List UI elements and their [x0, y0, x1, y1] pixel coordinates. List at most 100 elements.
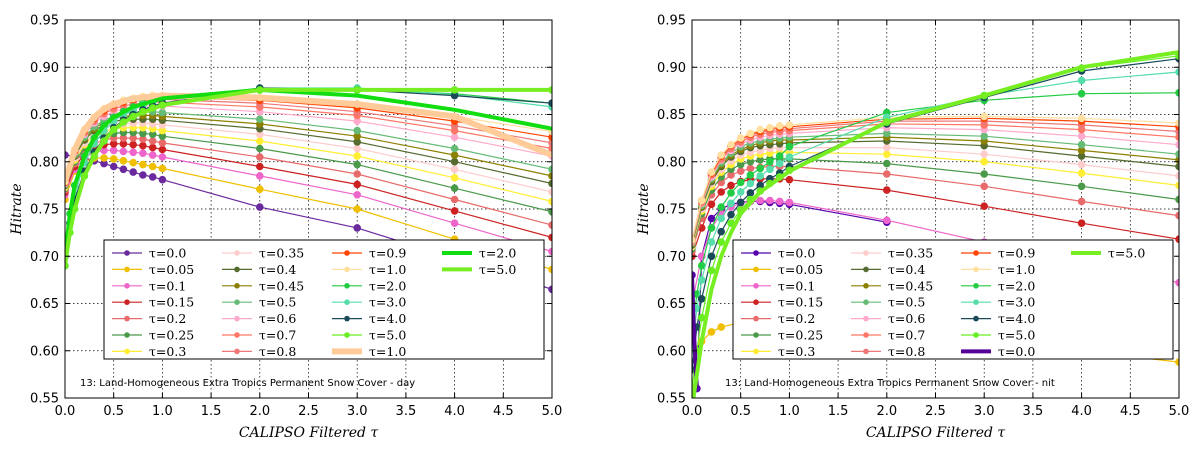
- legend-label: τ=3.0: [998, 295, 1035, 310]
- data-point: [756, 196, 765, 205]
- y-tick-label: 0.95: [657, 14, 686, 29]
- data-point: [148, 143, 157, 152]
- data-point: [980, 170, 989, 178]
- legend-label: τ=0.0: [998, 344, 1035, 359]
- data-point: [717, 227, 726, 236]
- legend-marker: [973, 250, 979, 256]
- data-point: [1077, 132, 1086, 140]
- legend-label: τ=0.4: [259, 262, 296, 277]
- data-point: [148, 173, 157, 181]
- legend-marker: [753, 299, 759, 306]
- legend-label: τ=5.0: [479, 262, 516, 277]
- legend-entry: τ=0.25: [112, 328, 194, 343]
- legend-label: τ=5.0: [369, 328, 406, 343]
- x-tick-label: 5.0: [542, 404, 563, 419]
- data-point: [158, 164, 167, 173]
- data-point: [736, 188, 745, 196]
- legend-marker: [753, 266, 759, 273]
- data-point: [1077, 182, 1086, 191]
- legend-marker: [344, 315, 350, 322]
- x-axis-title: CALIPSO Filtered τ: [866, 425, 1006, 441]
- data-point: [746, 171, 755, 179]
- data-point: [353, 160, 362, 169]
- x-tick-label: 4.5: [493, 404, 514, 419]
- legend-label: τ=1.0: [369, 344, 406, 359]
- data-point: [548, 133, 552, 141]
- data-point: [727, 189, 735, 197]
- data-point: [775, 159, 784, 168]
- data-point: [548, 197, 552, 206]
- data-point: [256, 115, 264, 123]
- data-point: [707, 328, 716, 336]
- legend-label: τ=0.7: [888, 328, 925, 343]
- data-point: [746, 164, 755, 173]
- legend-label: τ=3.0: [369, 295, 406, 310]
- legend-entry: τ=5.0: [442, 262, 516, 277]
- legend-entry: τ=0.05: [112, 262, 194, 277]
- legend-marker: [124, 299, 130, 306]
- data-point: [727, 181, 735, 190]
- data-point: [450, 219, 459, 227]
- data-point: [129, 140, 137, 149]
- data-point: [256, 185, 264, 193]
- data-point: [158, 145, 167, 154]
- data-point: [256, 137, 264, 145]
- data-point: [785, 175, 794, 184]
- data-point: [450, 144, 459, 153]
- data-point: [1077, 160, 1086, 169]
- legend-marker: [234, 332, 240, 338]
- data-point: [883, 216, 891, 225]
- legend-marker: [863, 315, 869, 322]
- legend-entry: τ=0.45: [222, 278, 304, 293]
- legend-label: τ=0.7: [259, 328, 296, 343]
- chart-annotation: 13: Land-Homogeneous Extra Tropics Perma…: [725, 378, 1055, 389]
- legend-marker: [973, 299, 979, 306]
- data-point: [548, 179, 552, 188]
- data-point: [707, 168, 716, 176]
- x-tick-label: 4.0: [444, 404, 465, 419]
- x-tick-label: 4.0: [1071, 404, 1092, 419]
- legend-marker: [973, 266, 979, 273]
- legend-entry: τ=0.8: [851, 344, 925, 359]
- legend-label: τ=0.25: [778, 328, 823, 343]
- legend-entry: τ=5.0: [961, 328, 1035, 343]
- legend-entry: τ=2.0: [442, 246, 516, 261]
- data-point: [450, 165, 459, 174]
- legend-label: τ=5.0: [998, 328, 1035, 343]
- legend-entry: τ=0.7: [851, 328, 925, 343]
- legend-label: τ=4.0: [369, 311, 406, 326]
- legend-entry: τ=0.3: [741, 344, 815, 359]
- data-point: [883, 170, 891, 178]
- data-point: [980, 202, 989, 210]
- data-point: [129, 148, 137, 157]
- legend-label: τ=0.1: [149, 278, 186, 293]
- chart-annotation: 13: Land-Homogeneous Extra Tropics Perma…: [80, 378, 415, 389]
- data-point: [746, 189, 755, 197]
- legend-marker: [753, 315, 759, 322]
- y-tick-label: 0.55: [657, 392, 686, 407]
- x-tick-label: 4.5: [1120, 404, 1141, 419]
- data-point: [353, 224, 362, 232]
- y-tick-label: 0.80: [657, 155, 686, 170]
- data-point: [158, 108, 167, 117]
- data-point: [766, 196, 774, 205]
- legend-entry: τ=0.0: [961, 344, 1035, 359]
- data-point: [883, 143, 891, 152]
- data-point: [746, 129, 755, 138]
- legend-label: τ=0.0: [778, 246, 815, 261]
- x-tick-label: 3.0: [347, 404, 368, 419]
- data-point: [119, 157, 128, 165]
- legend-marker: [124, 266, 130, 273]
- legend-entry: τ=4.0: [332, 311, 406, 326]
- x-tick-label: 2.5: [298, 404, 319, 419]
- data-point: [697, 261, 706, 270]
- data-point: [139, 171, 147, 179]
- data-point: [775, 152, 784, 160]
- legend-box: [103, 239, 545, 360]
- legend-marker: [344, 283, 350, 289]
- x-tick-label: 0.0: [55, 404, 76, 419]
- data-point: [158, 175, 167, 184]
- data-point: [119, 147, 128, 156]
- legend-label: τ=1.0: [369, 262, 406, 277]
- legend-entry: τ=4.0: [961, 311, 1035, 326]
